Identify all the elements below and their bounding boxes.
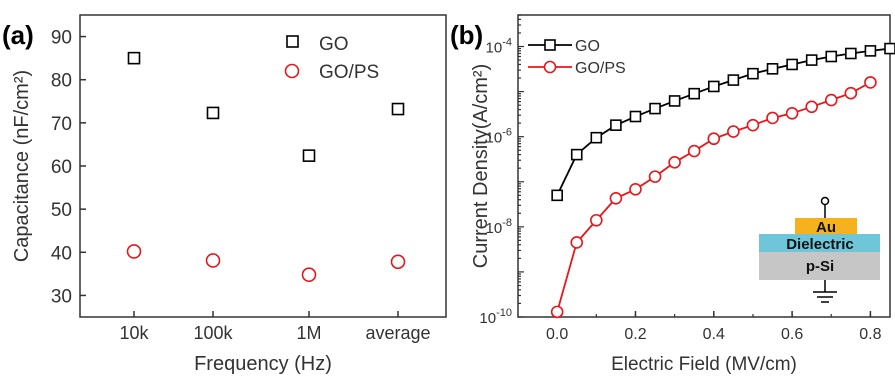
panel-a-y-tick-label: 80 bbox=[51, 71, 72, 92]
gops-data-point bbox=[668, 156, 681, 169]
go-data-point bbox=[649, 102, 661, 115]
panel-b-current-density-chart: (b) 10-10 10-8 10-6 10-4 0.0 0.2 0.4 0.6 0.8 El… bbox=[450, 14, 895, 375]
go-data-point bbox=[551, 189, 563, 202]
panel-a-legend-go-label: GO bbox=[319, 34, 349, 55]
gops-data-point bbox=[727, 125, 740, 138]
panel-a-plot-frame bbox=[79, 14, 447, 318]
panel-a-y-tick-label: 70 bbox=[51, 114, 72, 135]
gops-data-point bbox=[390, 254, 406, 270]
panel-a-y-tick-label: 60 bbox=[51, 157, 72, 178]
panel-b-x-tick-label: 0.2 bbox=[624, 326, 646, 343]
go-data-point bbox=[825, 50, 838, 63]
panel-a-y-tick-label: 90 bbox=[51, 28, 72, 49]
go-data-point bbox=[302, 149, 316, 162]
panel-b-label: (b) bbox=[450, 20, 483, 50]
panel-a-x-ticks: 10k 100k 1M average bbox=[119, 311, 431, 343]
go-data-point bbox=[884, 42, 895, 55]
panel-a-y-axis-label: Capacitance (nF/cm²) bbox=[11, 70, 33, 262]
panel-a-x-tick-label: average bbox=[365, 323, 430, 343]
ground-icon bbox=[813, 291, 837, 303]
panel-b-x-tick-label: 0.8 bbox=[859, 326, 881, 343]
panel-b-y-tick-label: 10-8 bbox=[486, 217, 512, 237]
go-data-point bbox=[688, 87, 701, 100]
panel-b-y-ticks: 10-10 10-8 10-6 10-4 bbox=[479, 14, 524, 327]
panel-b-legend-go-label: GO bbox=[575, 38, 600, 55]
gops-data-point bbox=[707, 132, 721, 146]
gops-data-point bbox=[609, 191, 623, 205]
gops-data-point bbox=[126, 244, 142, 259]
panel-b-legend-gops-label: GO/PS bbox=[575, 60, 626, 77]
go-data-point bbox=[845, 47, 857, 60]
panel-a-y-ticks: 30 40 50 60 70 80 90 bbox=[51, 28, 86, 307]
panel-b-y-tick-label: 10-4 bbox=[486, 37, 512, 57]
go-data-point bbox=[590, 131, 603, 144]
go-data-point bbox=[766, 63, 779, 75]
gops-data-point bbox=[301, 267, 317, 283]
gops-data-point bbox=[805, 100, 818, 114]
gops-data-point bbox=[785, 106, 799, 120]
gops-data-point bbox=[205, 253, 221, 268]
panel-b-legend-gops-marker bbox=[543, 60, 557, 74]
p-si-substrate-layer bbox=[759, 252, 880, 280]
panel-b-x-tick-label: 0.4 bbox=[703, 326, 725, 343]
go-data-point bbox=[727, 74, 740, 86]
panel-b-legend-go-marker bbox=[544, 39, 556, 51]
panel-a-y-tick-label: 50 bbox=[51, 200, 72, 221]
panel-a-capacitance-chart: (a) 30 40 50 60 70 80 90 10k 100k 1M average Freq… bbox=[2, 14, 447, 375]
gops-data-point bbox=[864, 76, 877, 89]
gops-data-point bbox=[550, 305, 564, 319]
gops-data-point bbox=[746, 118, 760, 132]
gops-data-point bbox=[590, 213, 603, 227]
go-data-point bbox=[206, 106, 220, 120]
gops-data-point bbox=[687, 144, 701, 158]
panel-a-legend-go-marker bbox=[286, 35, 299, 48]
panel-a-data-points bbox=[126, 51, 406, 283]
dielectric-layer bbox=[759, 234, 880, 252]
gops-data-point bbox=[844, 86, 858, 100]
go-data-point bbox=[610, 119, 622, 131]
panel-b-y-tick-label: 10-6 bbox=[486, 127, 512, 147]
go-data-point bbox=[786, 58, 798, 71]
panel-a-y-tick-label: 30 bbox=[51, 286, 72, 307]
dielectric-label: Dielectric bbox=[786, 236, 854, 253]
gops-data-point bbox=[824, 93, 838, 107]
panel-a-x-tick-label: 10k bbox=[119, 323, 149, 343]
panel-b-x-tick-label: 0.6 bbox=[781, 326, 803, 343]
au-electrode-label: Au bbox=[816, 219, 836, 236]
device-schematic-inset: Au Dielectric p-Si bbox=[759, 196, 880, 303]
p-si-substrate-label: p-Si bbox=[806, 258, 834, 275]
panel-a-legend-gops-label: GO/PS bbox=[319, 62, 379, 83]
panel-a-x-tick-label: 100k bbox=[193, 323, 233, 343]
go-data-point bbox=[391, 102, 405, 116]
go-data-point bbox=[570, 148, 583, 161]
panel-b-plot-frame bbox=[517, 14, 891, 318]
panel-b-legend: GO GO/PS bbox=[528, 38, 626, 77]
panel-b-x-ticks: 0.0 0.2 0.4 0.6 0.8 bbox=[517, 311, 882, 343]
gops-data-point bbox=[648, 170, 662, 183]
au-electrode-layer bbox=[795, 218, 857, 234]
panel-a-y-tick-label: 40 bbox=[51, 243, 72, 264]
go-data-point bbox=[629, 110, 642, 123]
go-data-point bbox=[668, 95, 681, 107]
panel-a-legend: GO GO/PS bbox=[284, 34, 379, 83]
panel-a-legend-gops-marker bbox=[284, 63, 300, 79]
panel-a-label: (a) bbox=[2, 20, 34, 50]
panel-b-x-axis-label: Electric Field (MV/cm) bbox=[611, 354, 797, 375]
panel-b-y-axis-label: Current Density(A/cm²) bbox=[470, 64, 492, 268]
go-data-point bbox=[127, 51, 141, 65]
panel-b-y-tick-label: 10-10 bbox=[479, 307, 512, 327]
top-contact-terminal bbox=[820, 196, 830, 206]
panel-a-x-axis-label: Frequency (Hz) bbox=[194, 353, 332, 375]
panel-a-x-tick-label: 1M bbox=[296, 323, 321, 343]
go-data-point bbox=[707, 80, 720, 93]
gops-data-point bbox=[766, 111, 779, 125]
panel-b-x-tick-label: 0.0 bbox=[546, 326, 568, 343]
go-data-point bbox=[747, 67, 759, 80]
go-data-point bbox=[864, 45, 877, 57]
go-data-point bbox=[805, 54, 818, 66]
gops-data-point bbox=[570, 236, 584, 249]
panel-b-series bbox=[550, 42, 895, 319]
gops-data-point bbox=[629, 183, 642, 196]
